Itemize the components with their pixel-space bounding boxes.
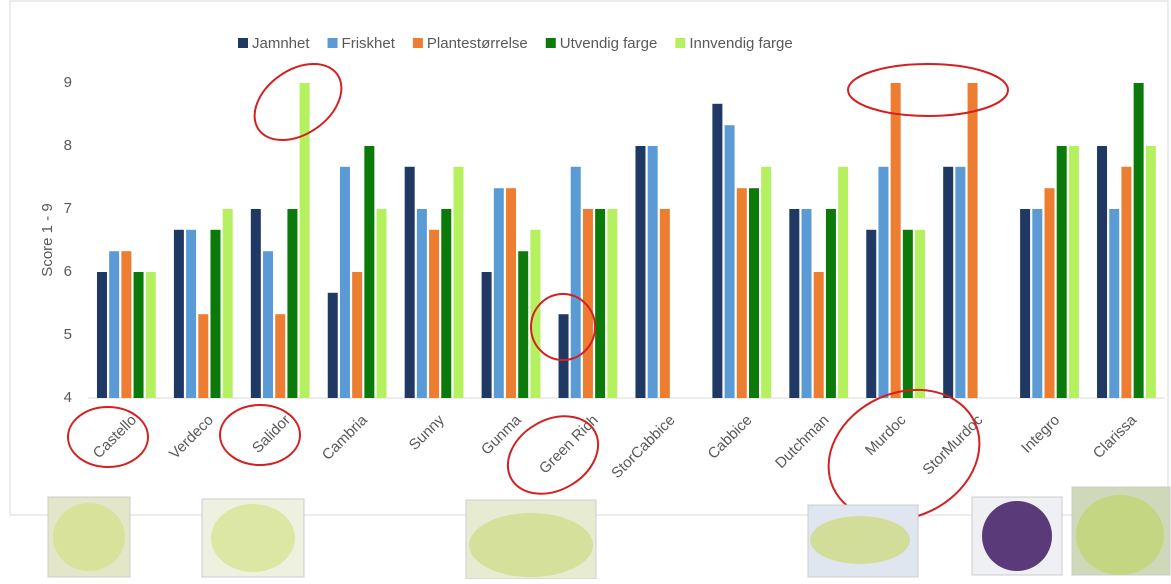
photo xyxy=(982,501,1052,571)
bar xyxy=(1044,188,1055,398)
bar xyxy=(748,188,759,398)
bar xyxy=(1133,83,1144,398)
bar xyxy=(838,166,849,398)
y-tick-label: 8 xyxy=(64,137,72,154)
bar xyxy=(801,209,812,398)
bar xyxy=(210,229,221,398)
bar xyxy=(287,209,298,398)
annotations xyxy=(67,62,1009,522)
bar xyxy=(275,314,286,398)
bar xyxy=(902,229,913,398)
legend-label: Innvendig farge xyxy=(689,35,792,52)
y-tick-label: 4 xyxy=(64,389,72,406)
y-tick-label: 6 xyxy=(64,263,72,280)
highlight-ellipse xyxy=(67,406,149,468)
bar xyxy=(761,166,772,398)
bar xyxy=(607,209,618,398)
bar xyxy=(145,272,156,398)
legend-swatch xyxy=(238,38,248,48)
bar xyxy=(109,251,120,398)
photo xyxy=(810,516,910,564)
bar xyxy=(441,209,452,398)
photo xyxy=(1076,495,1164,575)
bar xyxy=(1020,209,1031,398)
legend-label: Friskhet xyxy=(342,35,396,52)
bar xyxy=(481,272,492,398)
bar xyxy=(1121,166,1132,398)
bar xyxy=(530,229,541,398)
highlight-ellipse xyxy=(530,293,596,361)
bar xyxy=(724,125,735,399)
legend-label: Plantestørrelse xyxy=(427,35,528,52)
bar xyxy=(647,146,658,398)
highlight-ellipse xyxy=(506,415,600,495)
bar xyxy=(339,166,350,398)
bar xyxy=(659,209,670,398)
bar xyxy=(364,146,375,398)
legend-label: Jamnhet xyxy=(252,35,310,52)
highlight-ellipse xyxy=(827,388,981,522)
bar xyxy=(1032,209,1043,398)
bar xyxy=(506,188,517,398)
bar xyxy=(186,229,197,398)
bar xyxy=(825,209,836,398)
bar xyxy=(967,83,978,398)
bar xyxy=(429,229,440,398)
legend-swatch xyxy=(327,38,338,48)
bar xyxy=(327,292,338,398)
legend-swatch xyxy=(675,38,686,48)
bar xyxy=(570,166,581,398)
y-tick-label: 5 xyxy=(64,326,72,343)
bar xyxy=(595,209,606,398)
bar xyxy=(173,229,184,398)
bar xyxy=(955,166,966,398)
legend-label: Utvendig farge xyxy=(560,35,658,52)
bar xyxy=(453,166,464,398)
photo xyxy=(211,504,295,572)
bar xyxy=(352,272,363,398)
bar xyxy=(1068,146,1079,398)
bar xyxy=(121,251,132,398)
bar xyxy=(133,272,144,398)
legend-swatch xyxy=(545,38,556,48)
bar xyxy=(404,166,415,398)
bar xyxy=(1097,146,1108,398)
bar xyxy=(736,188,747,398)
bar xyxy=(1145,146,1156,398)
bar xyxy=(635,146,646,398)
highlight-ellipse xyxy=(219,404,301,466)
bar xyxy=(198,314,209,398)
legend-swatch xyxy=(412,38,423,48)
bar xyxy=(712,103,723,398)
highlight-ellipse xyxy=(847,63,1009,117)
bar xyxy=(1056,146,1067,398)
bar xyxy=(915,229,926,398)
bar xyxy=(250,209,261,398)
photo xyxy=(53,503,125,571)
bar xyxy=(789,209,800,398)
bar xyxy=(558,314,569,398)
photo xyxy=(469,513,593,577)
bar xyxy=(222,209,233,398)
bar xyxy=(890,83,901,398)
bar xyxy=(493,188,504,398)
highlight-ellipse xyxy=(253,62,343,142)
y-tick-label: 7 xyxy=(64,200,72,217)
bar xyxy=(416,209,427,398)
y-tick-label: 9 xyxy=(64,74,72,91)
bar xyxy=(263,251,274,398)
bar xyxy=(943,166,954,398)
bar xyxy=(582,209,593,398)
bar xyxy=(299,83,310,398)
photos xyxy=(47,486,1171,580)
bar xyxy=(518,251,529,398)
bar xyxy=(866,229,877,398)
bar xyxy=(813,272,824,398)
y-axis-label: Score 1 - 9 xyxy=(39,203,56,276)
bar xyxy=(878,166,889,398)
bar xyxy=(1109,209,1120,398)
bar xyxy=(96,272,107,398)
bar xyxy=(376,209,387,398)
